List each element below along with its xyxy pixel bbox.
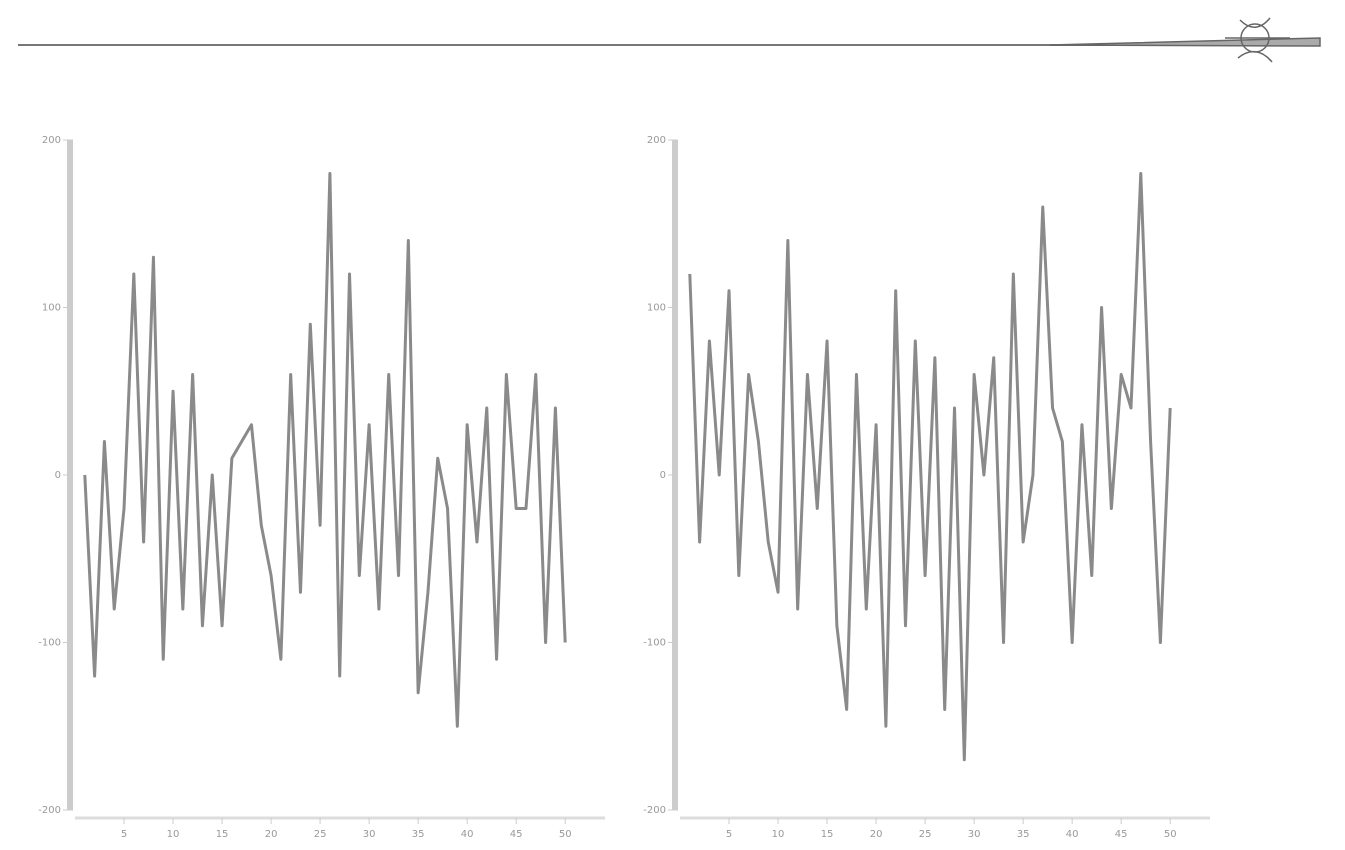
x-tick-label: 20 [265, 829, 278, 840]
y-tick-label: -200 [38, 805, 61, 816]
ornament [1050, 18, 1320, 62]
x-tick-label: 35 [1017, 829, 1030, 840]
y-tick-label: 0 [660, 470, 666, 481]
x-tick-label: 30 [968, 829, 981, 840]
x-tick-label: 40 [461, 829, 474, 840]
y-tick-label: 200 [647, 135, 666, 146]
x-tick-label: 20 [870, 829, 883, 840]
y-tick-label: -200 [643, 805, 666, 816]
x-tick-label: 5 [726, 829, 732, 840]
x-tick-label: 25 [314, 829, 327, 840]
x-tick-label: 25 [919, 829, 932, 840]
x-tick-label: 45 [1115, 829, 1128, 840]
x-tick-label: 15 [216, 829, 229, 840]
x-tick-label: 10 [167, 829, 180, 840]
x-tick-label: 40 [1066, 829, 1079, 840]
y-tick-label: 200 [42, 135, 61, 146]
y-tick-label: 0 [55, 470, 61, 481]
y-tick-label: -100 [38, 638, 61, 649]
page: -200-10001002005101520253035404550-200-1… [0, 0, 1345, 846]
x-tick-label: 50 [559, 829, 572, 840]
y-tick-label: 100 [647, 303, 666, 314]
x-tick-label: 35 [412, 829, 425, 840]
x-tick-label: 30 [363, 829, 376, 840]
x-tick-label: 15 [821, 829, 834, 840]
y-tick-label: -100 [643, 638, 666, 649]
data-line [690, 174, 1170, 760]
x-tick-label: 45 [510, 829, 523, 840]
x-tick-label: 10 [772, 829, 785, 840]
x-tick-label: 5 [121, 829, 127, 840]
y-tick-label: 100 [42, 303, 61, 314]
data-line [85, 174, 565, 727]
x-tick-label: 50 [1164, 829, 1177, 840]
